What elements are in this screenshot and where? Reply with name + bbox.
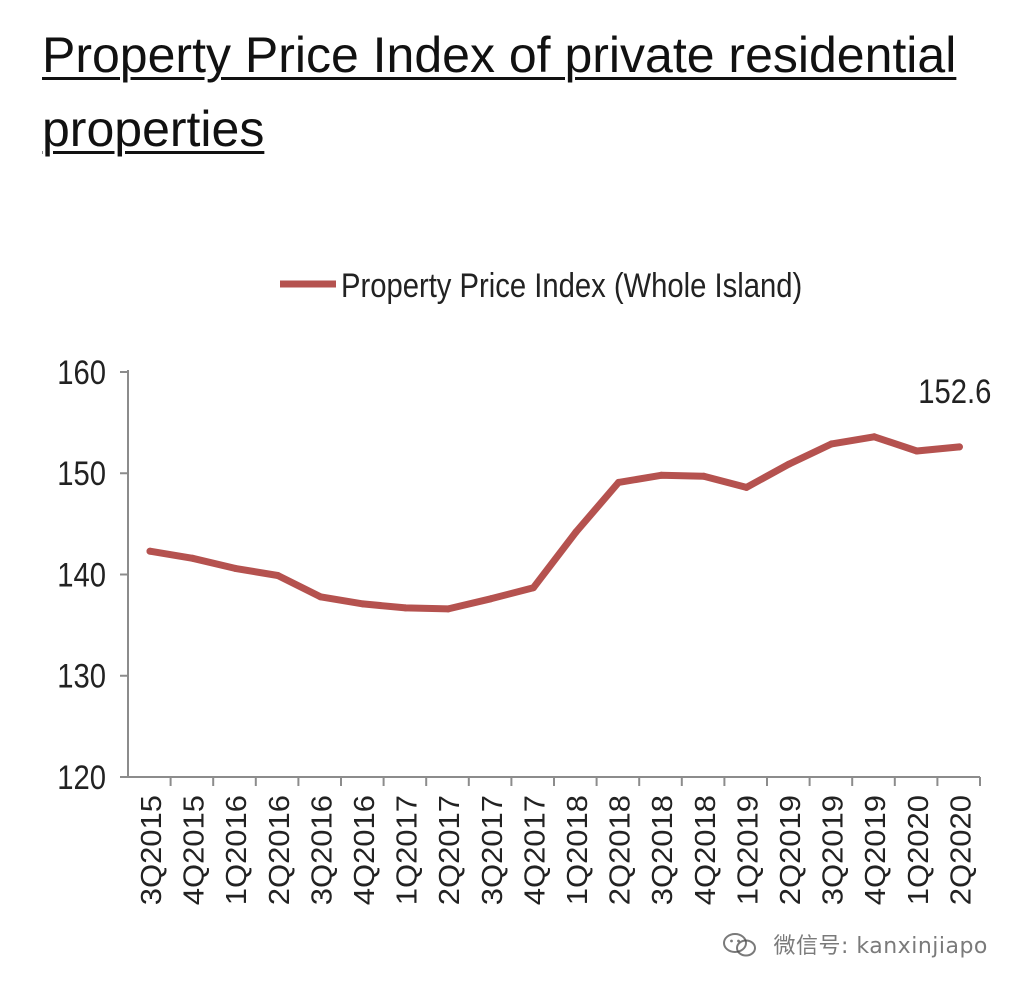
series-layer: [146, 433, 963, 613]
x-tick-label: 3Q2019: [818, 795, 850, 905]
data-point: [657, 471, 665, 479]
data-point: [700, 472, 708, 480]
data-label: 152.6: [918, 372, 991, 411]
data-point: [146, 547, 154, 555]
x-tick-label: 3Q2017: [477, 795, 509, 905]
wechat-icon: [723, 933, 756, 957]
x-tick-label: 2Q2020: [946, 795, 978, 905]
y-axis: 120 130 140 150 160: [57, 353, 129, 797]
data-point: [913, 447, 921, 455]
x-tick-label: 2Q2016: [264, 795, 296, 905]
data-point: [189, 554, 197, 562]
data-point: [359, 600, 367, 608]
data-point: [955, 443, 963, 451]
legend-label: Property Price Index (Whole Island): [341, 266, 802, 305]
chart-legend: Property Price Index (Whole Island): [280, 266, 802, 305]
x-tick-label: 1Q2019: [733, 795, 765, 905]
data-point: [316, 593, 324, 601]
x-tick-label: 2Q2019: [775, 795, 807, 905]
data-point: [231, 564, 239, 572]
data-point: [572, 528, 580, 536]
x-tick-label: 3Q2018: [647, 795, 679, 905]
x-tick-label: 4Q2016: [349, 795, 381, 905]
x-tick-label: 2Q2017: [434, 795, 466, 905]
y-tick-label: 120: [57, 758, 106, 797]
x-tick-label: 2Q2018: [605, 795, 637, 905]
watermark-text: 微信号: kanxinjiapo: [773, 934, 988, 959]
x-tick-label: 1Q2016: [221, 795, 253, 905]
y-tick-label: 130: [57, 657, 106, 696]
data-point: [828, 440, 836, 448]
annotation-layer: 152.6: [918, 372, 991, 411]
x-tick-label: 4Q2018: [690, 795, 722, 905]
data-point: [870, 433, 878, 441]
data-point: [444, 605, 452, 613]
data-point: [615, 478, 623, 486]
series-line: [146, 433, 963, 613]
data-point: [487, 595, 495, 603]
data-point: [742, 483, 750, 491]
data-point: [529, 584, 537, 592]
x-tick-label: 4Q2019: [860, 795, 892, 905]
x-axis: 3Q2015 4Q2015 1Q2016 2Q2016 3Q2016 4Q2016 1Q20…: [128, 776, 981, 905]
x-tick-label: 1Q2020: [903, 795, 935, 905]
data-point: [402, 604, 410, 612]
x-tick-label: 3Q2015: [136, 795, 168, 905]
y-tick-label: 150: [57, 454, 106, 493]
y-tick-label: 140: [57, 555, 106, 594]
y-tick-label: 160: [57, 353, 106, 392]
x-tick-label: 4Q2017: [520, 795, 552, 905]
data-point: [274, 572, 282, 579]
watermark: 微信号: kanxinjiapo: [722, 928, 988, 960]
x-tick-label: 4Q2015: [179, 795, 211, 905]
x-tick-label: 1Q2018: [562, 795, 594, 905]
x-tick-label: 1Q2017: [392, 795, 424, 905]
data-point: [785, 460, 793, 468]
x-tick-label: 3Q2016: [307, 795, 339, 905]
page-title: Property Price Index of private resident…: [42, 27, 957, 157]
